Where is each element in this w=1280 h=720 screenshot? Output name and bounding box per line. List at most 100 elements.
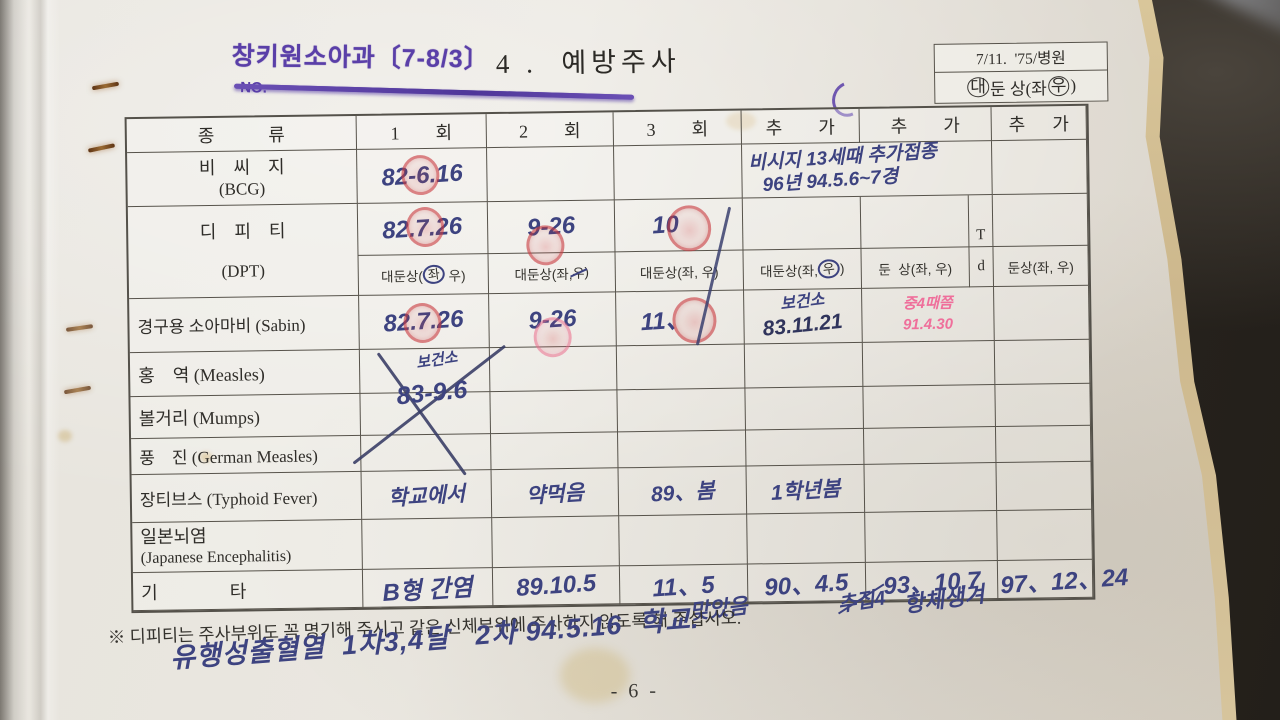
dpt-dose1-cell: 82.7.26 <box>357 202 489 256</box>
left-edge-shadow <box>0 0 28 720</box>
etc-dose1-cell: B형 간염 <box>362 568 494 608</box>
encephalitis-dose1-empty <box>362 518 493 570</box>
encephalitis-extra1-empty <box>747 512 866 565</box>
dpt-t-mark: T <box>968 195 994 248</box>
site-text: 대둔상(좌, <box>759 263 819 279</box>
row-etc-label: 기 타 <box>132 569 364 612</box>
sabin-extra3-empty <box>994 285 1090 342</box>
bcg-dose3-empty <box>614 144 743 201</box>
site-text: ) <box>584 264 590 280</box>
row-mumps-label: 볼거리 (Mumps) <box>130 393 362 440</box>
site-text: 대둔상(좌, <box>514 266 573 283</box>
measles-dose2-empty <box>489 346 618 393</box>
sabin-dose1-cell: 82.7.26 <box>359 294 490 350</box>
sabin-extra1-handwriting: 83.11.21 <box>761 310 845 342</box>
measles-extra2-empty <box>862 341 996 387</box>
header-dose1: 1 회 <box>356 114 488 150</box>
site-text: ) <box>839 261 845 277</box>
stain <box>726 112 756 130</box>
info-box-date: 7/11. '75/병원 <box>934 42 1108 73</box>
mumps-name: 볼거리 (Mumps) <box>138 406 261 429</box>
dpt-site5: 둔 상(좌, 우) <box>861 247 971 289</box>
header-extra1: 추 가 <box>741 108 860 145</box>
etc-extra3-cell: 97、12、24 <box>997 559 1129 599</box>
etc-dose1-handwriting: B형 간염 <box>381 574 474 607</box>
header-dose2: 2 회 <box>486 112 615 149</box>
row-encephalitis-label: 일본뇌염 (Japanese Encephalitis) <box>132 519 363 574</box>
stain <box>58 430 72 442</box>
typhoid-extra2-empty <box>864 463 998 513</box>
header-type: 종 류 <box>126 115 358 154</box>
rubella-extra3-empty <box>995 425 1092 464</box>
dpt-extra3-empty <box>992 193 1089 248</box>
scribble-over-footnote: 추집4 <box>835 581 887 617</box>
stain <box>560 648 630 703</box>
mumps-extra2-empty <box>863 385 996 429</box>
encephalitis-extra3-empty <box>997 509 1093 562</box>
row-bcg-label: 비 씨 지 (BCG) <box>127 149 358 208</box>
encephalitis-dose2-empty <box>492 516 620 569</box>
dpt-site4: 대둔상(좌, 우) <box>743 248 863 291</box>
dpt-site3: 대둔상(좌, 우) <box>615 250 745 293</box>
rubella-extra2-empty <box>863 427 997 465</box>
site-text: 우) <box>444 267 466 284</box>
page-number: - 6 - <box>610 679 660 703</box>
dpt-site2: 대둔상(좌, 우) <box>488 252 617 295</box>
mumps-dose2-empty <box>490 390 619 435</box>
sabin-name: 경구용 소아마비 (Sabin) <box>137 315 306 338</box>
row-dpt-label: 디 피 티 (DPT) <box>127 203 360 300</box>
info-box-site-text: ) <box>1070 75 1077 95</box>
red-stamp-icon <box>663 202 715 255</box>
dpt-name: 디 피 티 <box>199 220 286 242</box>
encephalitis-dose3-empty <box>619 514 748 567</box>
bcg-name: 비 씨 지 <box>198 156 285 178</box>
sabin-dose2-cell: 9-26 <box>489 292 617 360</box>
sabin-extra1-cell: 보건소 83.11.21 <box>744 288 863 345</box>
row-sabin-label: 경구용 소아마비 (Sabin) <box>129 295 360 354</box>
pen-circled-char: 우 <box>816 258 841 280</box>
typhoid-extra1-handwriting: 1학년봄 <box>769 476 841 505</box>
bcg-abbr: (BCG) <box>218 179 266 199</box>
sabin-dose3-cell: 11、 <box>616 290 745 347</box>
dpt-abbr: (DPT) <box>221 261 266 281</box>
circled-char: 우 <box>1047 76 1070 97</box>
vaccination-table: 종 류 1 회 2 회 3 회 추 가 추 가 추 가 비 씨 지 (BCG) … <box>124 103 1129 614</box>
typhoid-dose1-cell: 학교에서 <box>361 470 493 520</box>
encephalitis-name1: 일본뇌염 <box>140 526 207 548</box>
row-measles-label: 홍 역 (Measles) <box>129 349 361 398</box>
measles-name: 홍 역 (Measles) <box>138 363 265 386</box>
header-dose3: 3 회 <box>613 110 743 147</box>
rubella-name: 풍 진 (German Measles) <box>139 446 319 468</box>
bcg-extra3-empty <box>991 139 1088 196</box>
site-text: 대둔상( <box>381 268 423 285</box>
dpt-extra1-empty <box>742 196 862 251</box>
clinic-stamp-text: 창키원소아과〔7-8/3〕 <box>231 42 490 74</box>
sabin-pink-line1: 중4때쯤 <box>902 294 953 313</box>
typhoid-dose3-handwriting: 89、봄 <box>649 478 715 507</box>
bcg-extra-note-cell: 비시지 13세때 추가접종 96년 94.5.6~7경 <box>742 141 993 199</box>
mumps-extra3-empty <box>995 383 1091 428</box>
dpt-site1: 대둔상(좌 우) <box>358 254 490 296</box>
info-box-site-text: 둔 상(좌 <box>989 78 1047 99</box>
typhoid-dose2-handwriting: 약먹음 <box>525 480 585 508</box>
measles-extra1-empty <box>744 342 864 389</box>
typhoid-dose3-cell: 89、봄 <box>618 466 748 517</box>
sabin-extra2-pink-cell: 중4때쯤 91.4.30 <box>862 287 995 343</box>
circled-char: 대 <box>967 77 990 98</box>
mumps-dose3-empty <box>617 388 746 433</box>
rubella-extra1-empty <box>745 428 865 467</box>
header-extra3: 추 가 <box>991 105 1087 142</box>
typhoid-extra1-cell: 1학년봄 <box>746 464 866 515</box>
rubella-dose2-empty <box>491 432 619 471</box>
encephalitis-extra2-empty <box>865 511 998 563</box>
clinic-stamp-underline <box>234 83 635 100</box>
dpt-dose2-cell: 9-26 <box>487 200 616 268</box>
etc-dose2-handwriting: 89.10.5 <box>515 569 597 602</box>
measles-extra3-empty <box>994 339 1091 386</box>
pen-struck-char: 우 <box>572 263 584 282</box>
encephalitis-name2: (Japanese Encephalitis) <box>140 547 292 567</box>
bcg-dose2-empty <box>487 146 615 203</box>
